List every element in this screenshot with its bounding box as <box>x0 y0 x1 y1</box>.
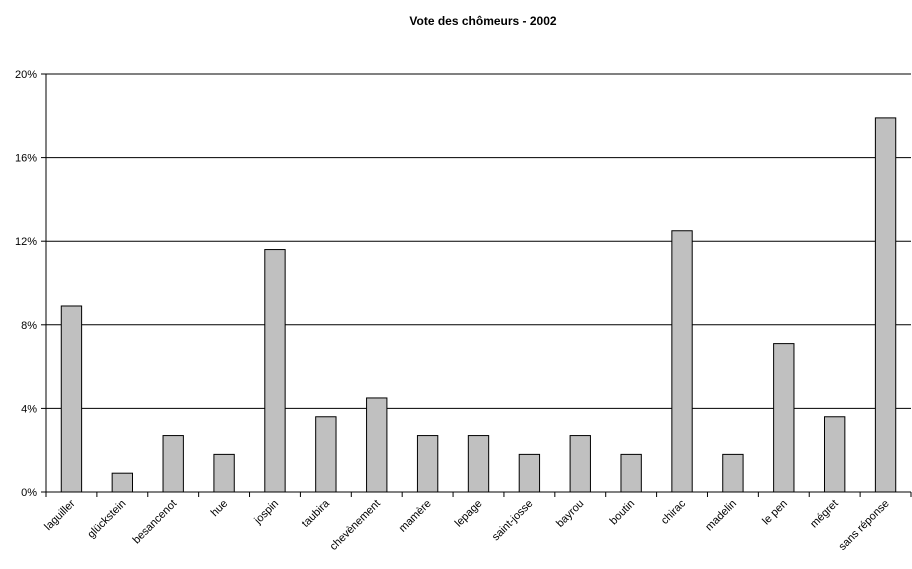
bar <box>671 230 693 493</box>
bar <box>773 343 795 493</box>
bar <box>60 305 83 493</box>
bar <box>518 453 541 493</box>
bar <box>824 416 846 493</box>
x-axis-ticks: laguiller glückstein besancenot hue jospin ta… <box>42 492 912 553</box>
axes <box>45 74 911 493</box>
y-tick-label: 4% <box>21 403 37 415</box>
bar <box>569 435 591 493</box>
bar <box>467 435 490 493</box>
x-tick-label: bayrou <box>554 498 586 530</box>
x-tick-label: besancenot <box>131 498 180 547</box>
x-tick-label: le pen <box>760 498 790 528</box>
y-tick-label: 8% <box>21 320 37 332</box>
y-axis-ticks: 0% 4% 8% 12% 16% 20% <box>15 69 46 499</box>
x-tick-label: madelin <box>703 498 739 534</box>
x-tick-label: mamère <box>397 498 434 535</box>
bar <box>620 453 642 493</box>
x-tick-label: hue <box>209 498 230 519</box>
x-tick-label: boutin <box>608 498 638 528</box>
bar <box>366 397 388 493</box>
gridlines <box>46 73 911 409</box>
x-tick-label: jospin <box>252 498 282 528</box>
x-tick-label: sans réponse <box>836 498 891 553</box>
x-tick-label: glückstein <box>85 498 128 541</box>
x-tick-label: chevènement <box>328 498 383 553</box>
bars <box>60 117 897 493</box>
y-tick-label: 20% <box>15 69 37 81</box>
bar <box>264 249 286 493</box>
x-tick-label: mégret <box>808 498 841 531</box>
bar <box>315 416 337 493</box>
bar <box>416 435 439 493</box>
bar <box>162 435 184 493</box>
x-tick-label: saint-josse <box>490 498 536 544</box>
chart-title: Vote des chômeurs - 2002 <box>409 14 556 28</box>
x-tick-label: laguiller <box>42 497 78 533</box>
y-tick-label: 0% <box>21 487 37 499</box>
x-tick-label: taubira <box>300 497 333 530</box>
bar <box>874 117 897 493</box>
bar <box>111 472 133 493</box>
x-tick-label: chirac <box>659 497 689 527</box>
y-tick-label: 16% <box>15 153 37 165</box>
bar <box>213 453 235 493</box>
x-tick-label: lepage <box>453 498 485 530</box>
y-tick-label: 12% <box>15 236 37 248</box>
bar <box>722 453 744 493</box>
